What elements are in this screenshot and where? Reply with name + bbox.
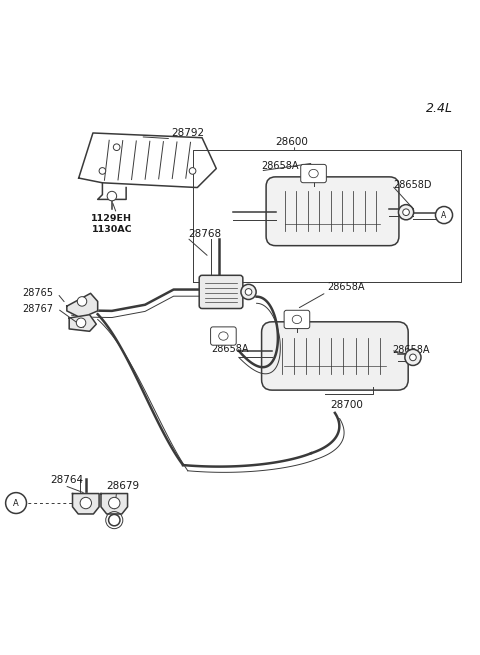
Circle shape	[189, 168, 196, 174]
Text: 2.4L: 2.4L	[426, 102, 453, 115]
Text: 28765: 28765	[22, 288, 53, 298]
Text: 28658A: 28658A	[212, 344, 249, 354]
Text: A: A	[442, 210, 446, 219]
Text: 28700: 28700	[330, 400, 363, 409]
Circle shape	[403, 209, 409, 215]
Text: 28792: 28792	[172, 128, 205, 138]
FancyBboxPatch shape	[199, 275, 243, 309]
FancyBboxPatch shape	[301, 164, 326, 183]
Ellipse shape	[292, 315, 301, 324]
Circle shape	[398, 204, 414, 220]
FancyBboxPatch shape	[211, 327, 236, 345]
Polygon shape	[101, 494, 128, 514]
Ellipse shape	[219, 332, 228, 340]
Text: 28658A: 28658A	[392, 345, 429, 355]
Circle shape	[76, 318, 86, 328]
Polygon shape	[72, 494, 99, 514]
Circle shape	[77, 297, 87, 306]
Circle shape	[241, 284, 256, 299]
Circle shape	[6, 493, 26, 514]
Circle shape	[405, 349, 421, 365]
Text: 28658A: 28658A	[261, 161, 299, 171]
Text: A: A	[13, 498, 19, 508]
Circle shape	[107, 191, 117, 201]
Text: 28658D: 28658D	[393, 180, 431, 190]
Circle shape	[435, 206, 453, 223]
Text: 28768: 28768	[188, 229, 221, 239]
FancyBboxPatch shape	[266, 177, 399, 246]
Text: 28679: 28679	[106, 481, 139, 491]
FancyBboxPatch shape	[284, 310, 310, 329]
Circle shape	[108, 514, 120, 526]
Text: 28767: 28767	[22, 303, 53, 314]
Text: 1129EH
1130AC: 1129EH 1130AC	[91, 214, 132, 234]
Ellipse shape	[309, 170, 318, 178]
Text: 28764: 28764	[50, 475, 84, 485]
Circle shape	[245, 289, 252, 295]
Text: 28600: 28600	[276, 137, 309, 147]
Polygon shape	[67, 293, 97, 318]
Circle shape	[108, 497, 120, 509]
Text: 28658A: 28658A	[327, 282, 364, 292]
Circle shape	[80, 497, 92, 509]
Circle shape	[409, 354, 416, 361]
Circle shape	[99, 168, 106, 174]
FancyBboxPatch shape	[262, 322, 408, 390]
Polygon shape	[69, 314, 96, 331]
Circle shape	[113, 144, 120, 151]
